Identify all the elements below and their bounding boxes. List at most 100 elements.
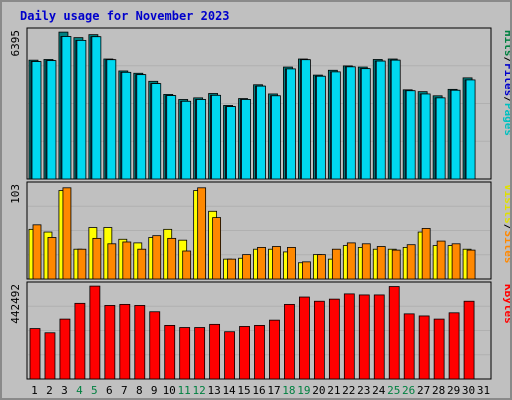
pages-bar: [435, 97, 446, 180]
kbytes-bar: [29, 328, 41, 380]
legend-kbytes: KBytes: [502, 284, 510, 324]
sites-bar: [182, 250, 192, 280]
day-tick-label: 2: [46, 384, 53, 397]
day-tick-label: 28: [432, 384, 445, 397]
day-tick-label: 10: [163, 384, 176, 397]
pages-bar: [256, 85, 266, 180]
ymax-label-3: 442492: [9, 284, 22, 324]
pages-bar: [330, 71, 341, 180]
kbytes-bar: [44, 332, 56, 380]
pages-bar: [390, 59, 401, 180]
day-tick-label: 25: [387, 384, 400, 397]
kbytes-bar: [164, 325, 176, 380]
pages-bar: [196, 99, 207, 180]
sites-bar: [242, 254, 251, 280]
kbytes-bar: [149, 311, 161, 380]
day-tick-label: 12: [193, 384, 206, 397]
kbytes-bar: [269, 319, 280, 380]
pages-bar: [375, 60, 386, 180]
sites-bar: [167, 237, 177, 280]
day-tick-label: 20: [312, 384, 325, 397]
kbytes-bar: [448, 312, 460, 380]
sites-bar: [376, 246, 386, 280]
sites-bar: [331, 248, 341, 280]
day-tick-label: 30: [462, 384, 475, 397]
sites-bar: [466, 249, 476, 280]
day-tick-label: 31: [477, 384, 490, 397]
pages-bar: [315, 75, 326, 180]
legend-visits-sites: Visits/Sites: [502, 184, 510, 264]
sites-bar: [287, 246, 296, 280]
legend-entry: /: [502, 57, 510, 64]
pages-bar: [106, 59, 117, 180]
sites-bar: [406, 244, 416, 280]
kbytes-bar: [328, 298, 340, 380]
day-tick-label: 17: [267, 384, 280, 397]
day-tick-label: 24: [372, 384, 386, 397]
pages-bar: [271, 95, 281, 180]
sites-bar: [212, 217, 222, 280]
day-tick-label: 15: [237, 384, 250, 397]
sites-bar: [361, 243, 371, 280]
day-tick-label: 26: [402, 384, 415, 397]
sites-bar: [302, 261, 311, 280]
day-tick-label: 19: [297, 384, 310, 397]
kbytes-bar: [179, 327, 191, 380]
day-tick-label: 8: [136, 384, 143, 397]
legend-entry: Pages: [502, 103, 510, 136]
kbytes-bar: [134, 305, 146, 380]
kbytes-bar: [89, 285, 101, 380]
pages-bar: [46, 60, 57, 180]
pages-bar: [166, 95, 177, 180]
pages-bar: [181, 100, 192, 180]
legend-entry: Files: [502, 63, 510, 96]
sites-bar: [32, 224, 42, 280]
kbytes-bar: [239, 326, 250, 380]
kbytes-bar: [418, 315, 430, 380]
day-tick-label: 4: [76, 384, 83, 397]
day-tick-label: 16: [252, 384, 265, 397]
kbytes-bar: [119, 303, 131, 380]
pages-bar: [360, 68, 371, 180]
kbytes-bar: [313, 300, 325, 380]
kbytes-bar: [254, 325, 265, 380]
pages-bar: [226, 106, 236, 180]
kbytes-bar: [59, 318, 71, 380]
legend-entry: Sites: [502, 230, 510, 263]
kbytes-bar: [403, 313, 415, 380]
day-tick-label: 23: [357, 384, 370, 397]
legend-entry: /: [502, 96, 510, 103]
pages-bar: [241, 99, 251, 180]
kbytes-bar: [343, 293, 355, 380]
day-tick-label: 1: [31, 384, 38, 397]
pages-bar: [31, 61, 42, 180]
sites-bar: [272, 246, 281, 280]
pages-bar: [301, 59, 311, 180]
kbytes-bar: [299, 296, 310, 380]
sites-bar: [421, 228, 431, 280]
day-tick-label: 3: [61, 384, 68, 397]
kbytes-bar: [74, 302, 86, 380]
legend-entry: /: [502, 224, 510, 231]
day-tick-label: 7: [121, 384, 128, 397]
kbytes-bar: [463, 300, 475, 380]
sites-bar: [92, 237, 102, 280]
sites-bar: [47, 237, 57, 280]
kbytes-bar: [284, 303, 295, 380]
pages-bar: [345, 66, 356, 180]
pages-bar: [405, 90, 416, 180]
sites-bar: [451, 243, 461, 280]
legend-entry: KBytes: [502, 284, 510, 324]
legend-entry: Visits: [502, 184, 510, 224]
ymax-label-1: 6395: [9, 30, 22, 57]
pages-bar: [286, 68, 296, 180]
pages-bar: [151, 83, 162, 180]
kbytes-bar: [209, 323, 221, 380]
ymax-label-2: 103: [9, 184, 22, 204]
day-tick-label: 11: [178, 384, 191, 397]
day-tick-label: 21: [327, 384, 340, 397]
sites-bar: [197, 187, 207, 280]
legend-entry: Hits: [502, 30, 510, 57]
